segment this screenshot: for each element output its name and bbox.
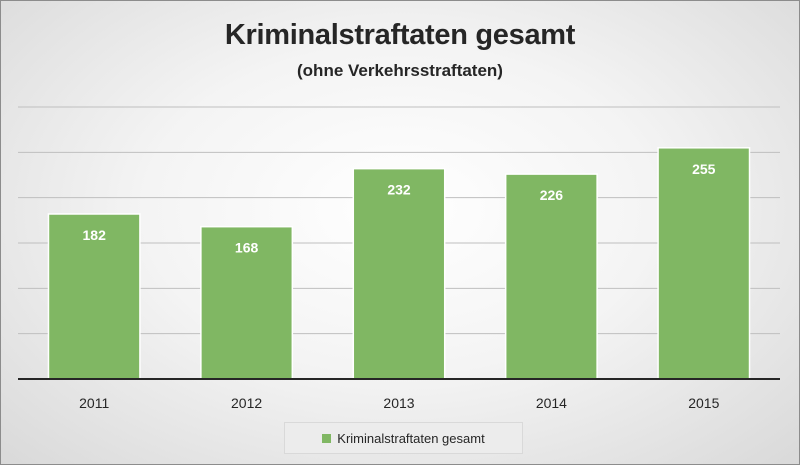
x-tick-label-2014: 2014 — [536, 395, 567, 411]
bar-2013 — [352, 167, 446, 380]
x-tick-labels: 2011 2012 2013 2014 2015 — [79, 395, 719, 411]
bar-2011 — [47, 213, 141, 380]
x-tick-label-2015: 2015 — [688, 395, 719, 411]
data-label-2015: 255 — [692, 161, 716, 177]
data-label-2013: 232 — [387, 182, 411, 198]
legend-swatch — [322, 433, 332, 443]
chart-subtitle: (ohne Verkehrsstraftaten) — [297, 61, 503, 80]
data-label-2011: 182 — [83, 227, 107, 243]
legend: Kriminalstraftaten gesamt — [284, 422, 523, 454]
data-label-2012: 168 — [235, 240, 259, 256]
bar-2015 — [657, 147, 751, 380]
chart-title: Kriminalstraftaten gesamt — [224, 19, 576, 51]
data-label-2014: 226 — [540, 187, 564, 203]
x-tick-label-2013: 2013 — [383, 395, 414, 411]
x-tick-label-2011: 2011 — [79, 395, 109, 411]
legend-label: Kriminalstraftaten gesamt — [337, 430, 485, 446]
bars: 182 168 232 226 255 — [47, 147, 751, 380]
x-tick-label-2012: 2012 — [231, 395, 262, 411]
bar-2014 — [504, 173, 598, 380]
bar-2012 — [200, 225, 294, 380]
